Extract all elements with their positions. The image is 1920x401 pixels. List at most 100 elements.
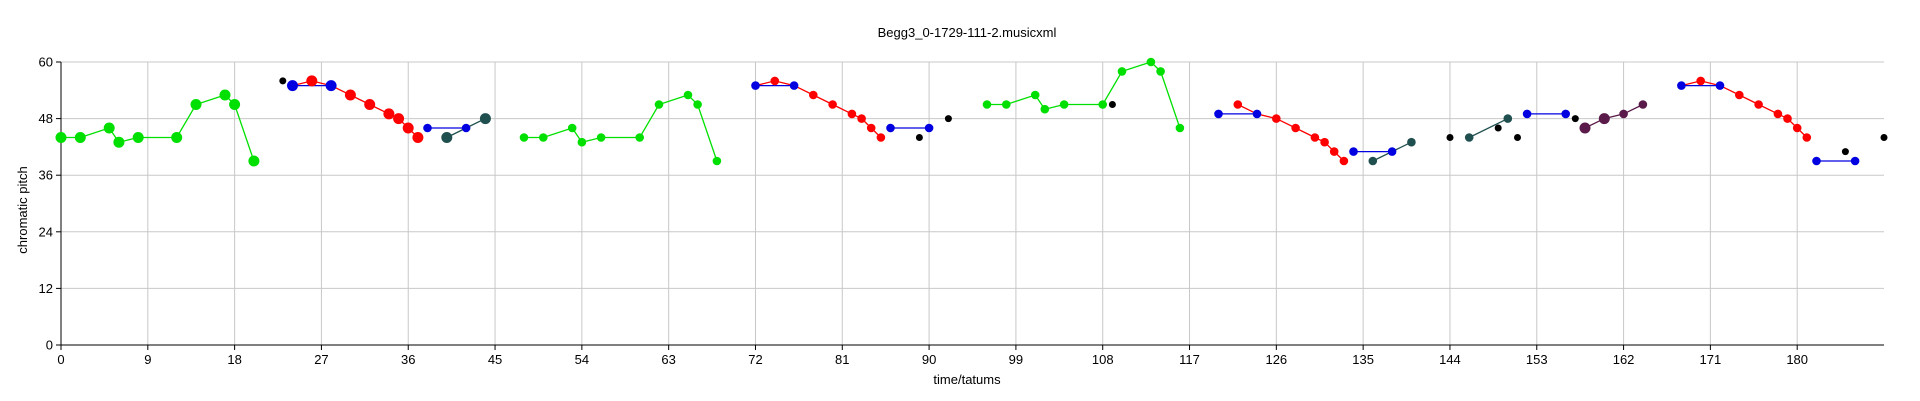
data-point-green bbox=[539, 133, 548, 142]
data-point-red bbox=[1320, 137, 1329, 147]
data-point-red bbox=[306, 75, 318, 87]
data-point-red bbox=[1773, 109, 1783, 119]
y-tick-label: 36 bbox=[39, 168, 53, 183]
data-point-blue bbox=[924, 123, 934, 133]
data-point-blue bbox=[423, 123, 432, 133]
data-point-red bbox=[876, 133, 886, 142]
data-point-blue bbox=[1522, 109, 1532, 119]
data-point-blue bbox=[886, 123, 895, 133]
data-point-green bbox=[171, 132, 183, 143]
data-point-green bbox=[982, 100, 992, 109]
data-point-red bbox=[402, 122, 414, 134]
data-point-teal bbox=[479, 113, 491, 125]
data-point-teal bbox=[441, 132, 453, 143]
data-point-green bbox=[1002, 100, 1011, 109]
y-tick-label: 60 bbox=[39, 55, 53, 70]
x-tick-label: 90 bbox=[922, 352, 936, 367]
series-line-green bbox=[61, 94, 255, 162]
y-axis-label: chromatic pitch bbox=[15, 166, 30, 253]
data-point-green bbox=[248, 155, 260, 167]
data-point-green bbox=[1040, 104, 1050, 114]
x-tick-label: 135 bbox=[1352, 352, 1374, 367]
data-point-green bbox=[1098, 100, 1107, 109]
x-tick-label: 9 bbox=[144, 352, 151, 367]
data-point-red bbox=[1792, 123, 1802, 133]
data-point-red bbox=[847, 109, 857, 119]
data-point-blue bbox=[1850, 156, 1860, 166]
chart-title: Begg3_0-1729-111-2.musicxml bbox=[878, 25, 1057, 40]
data-point-blue bbox=[789, 81, 799, 90]
data-point-green bbox=[190, 99, 202, 110]
data-point-green bbox=[1156, 67, 1165, 76]
series-line-red bbox=[755, 80, 882, 138]
data-point-red bbox=[393, 113, 405, 125]
data-point-red bbox=[1696, 76, 1705, 86]
y-tick-label: 24 bbox=[39, 224, 53, 239]
x-tick-label: 117 bbox=[1179, 352, 1200, 367]
x-tick-label: 108 bbox=[1092, 352, 1114, 367]
data-point-red bbox=[828, 100, 837, 109]
data-point-green bbox=[219, 89, 231, 101]
data-point-red bbox=[364, 99, 376, 110]
data-point-blue bbox=[287, 80, 298, 92]
x-tick-label: 81 bbox=[835, 352, 849, 367]
data-point-green bbox=[132, 132, 144, 143]
data-point-red bbox=[1272, 114, 1281, 123]
data-point-black bbox=[279, 77, 287, 85]
data-point-blue bbox=[1387, 147, 1397, 156]
data-point-green bbox=[1117, 67, 1127, 76]
data-point-red bbox=[1754, 100, 1763, 109]
data-point-red bbox=[1233, 100, 1243, 109]
data-point-blue bbox=[461, 123, 471, 133]
data-point-green bbox=[1030, 90, 1040, 100]
data-point-black bbox=[915, 134, 923, 141]
data-point-teal bbox=[1464, 133, 1474, 142]
data-point-plum bbox=[1579, 122, 1591, 134]
data-point-green bbox=[712, 156, 722, 166]
series-line-plum bbox=[1584, 103, 1644, 129]
y-tick-label: 0 bbox=[46, 338, 53, 353]
data-point-red bbox=[344, 89, 356, 101]
data-point-teal bbox=[1407, 137, 1416, 147]
x-tick-label: 153 bbox=[1526, 352, 1548, 367]
data-point-green bbox=[103, 122, 115, 134]
data-point-green bbox=[74, 132, 86, 143]
series-line-green bbox=[524, 94, 718, 162]
x-tick-label: 180 bbox=[1786, 352, 1808, 367]
x-tick-label: 162 bbox=[1613, 352, 1635, 367]
data-point-black bbox=[1841, 148, 1849, 156]
data-point-green bbox=[635, 133, 644, 142]
x-tick-label: 0 bbox=[57, 352, 64, 367]
y-tick-label: 12 bbox=[39, 281, 53, 296]
data-point-black bbox=[1494, 124, 1502, 132]
data-point-red bbox=[770, 76, 780, 86]
data-point-green bbox=[113, 136, 125, 148]
series-line-red bbox=[292, 80, 419, 138]
data-point-green bbox=[229, 99, 241, 110]
axes: 0 9 18 27 36 45 54 63 72 81 90 99 108 117 126 135 144 153… bbox=[39, 55, 1884, 367]
data-point-blue bbox=[751, 81, 760, 90]
x-tick-label: 45 bbox=[488, 352, 502, 367]
data-point-red bbox=[1783, 114, 1792, 123]
data-point-teal bbox=[1368, 156, 1378, 166]
data-point-green bbox=[567, 123, 577, 133]
data-point-green bbox=[1146, 57, 1156, 67]
data-point-black bbox=[1446, 134, 1454, 141]
data-point-plum bbox=[1619, 109, 1628, 119]
x-axis-label: time/tatums bbox=[933, 372, 1001, 387]
y-tick-label: 48 bbox=[39, 111, 53, 126]
data-point-red bbox=[1735, 90, 1744, 100]
data-point-red bbox=[809, 90, 818, 100]
data-point-green bbox=[683, 90, 693, 100]
x-tick-label: 27 bbox=[314, 352, 328, 367]
x-tick-label: 144 bbox=[1439, 352, 1461, 367]
data-point-green bbox=[654, 100, 664, 109]
data-point-black bbox=[944, 115, 952, 123]
data-point-green bbox=[596, 133, 606, 142]
data-point-black bbox=[1571, 115, 1579, 123]
data-point-green bbox=[55, 132, 67, 143]
data-point-blue bbox=[1715, 81, 1725, 90]
data-point-red bbox=[383, 108, 395, 120]
x-tick-label: 54 bbox=[575, 352, 589, 367]
